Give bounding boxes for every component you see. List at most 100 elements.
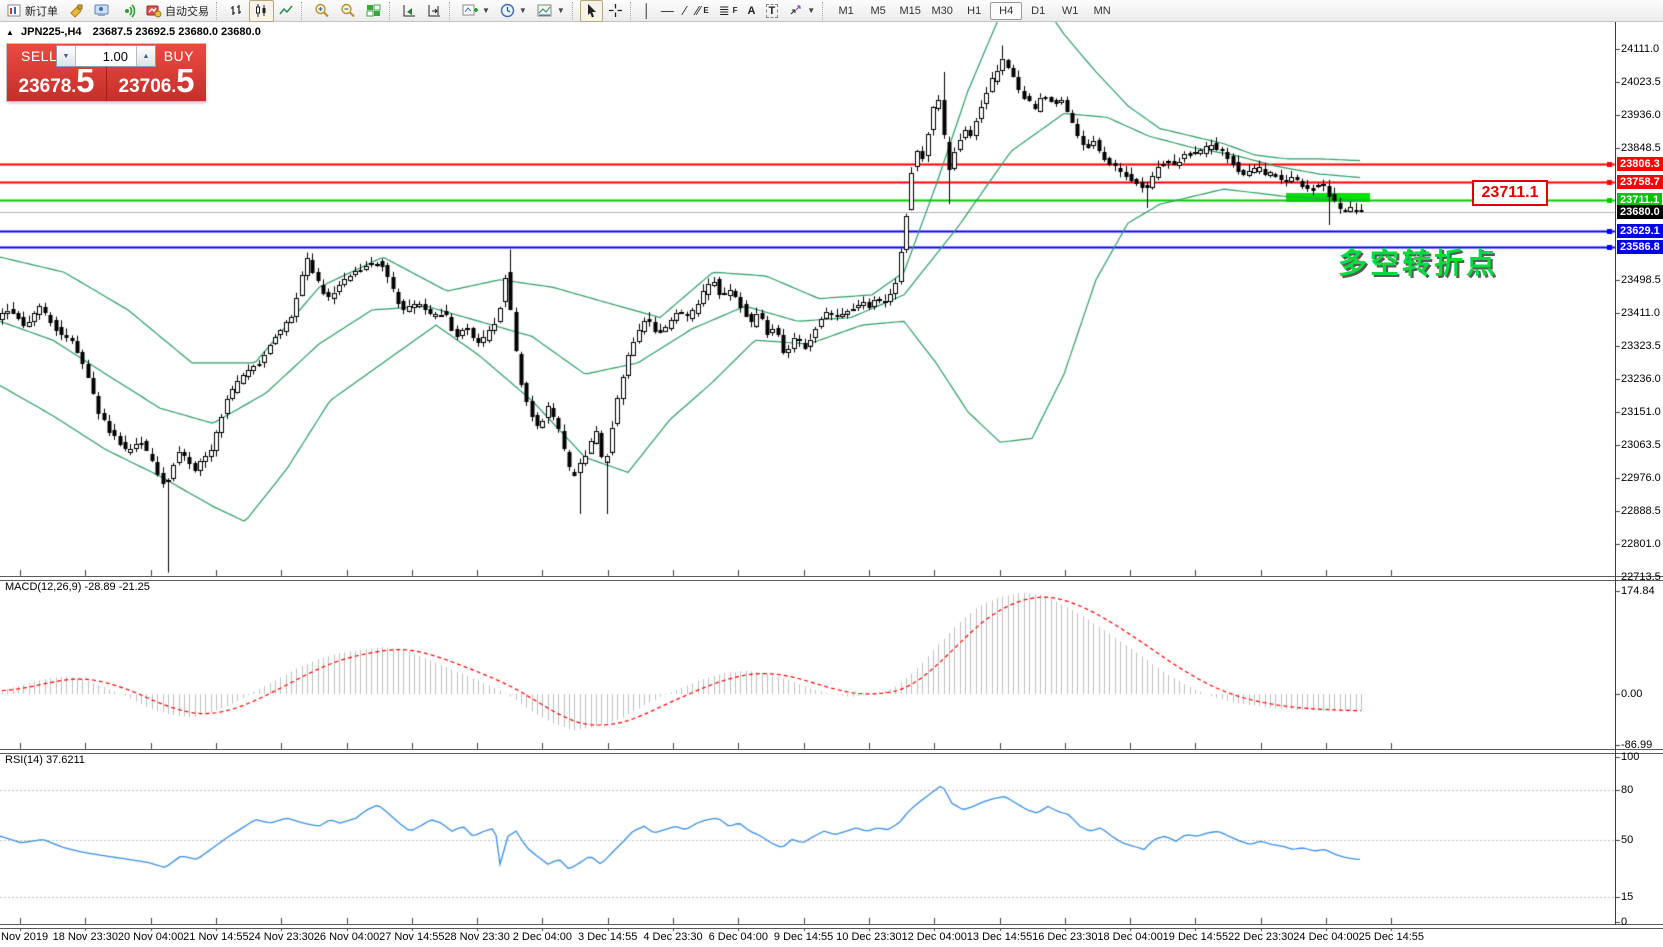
- toolbar: 新订单 自动交易: [0, 0, 1663, 22]
- price-tag: 23758.7: [1617, 175, 1663, 189]
- volume-input[interactable]: 1.00: [102, 48, 128, 64]
- toolbar-separator: [389, 1, 395, 20]
- timeframe-button-M1[interactable]: M1: [838, 4, 854, 17]
- signal-button[interactable]: [115, 0, 141, 22]
- chevron-down-icon: ▼: [556, 6, 565, 15]
- arrows-button[interactable]: ▼: [783, 0, 820, 22]
- horizontal-line-button[interactable]: —: [656, 0, 679, 22]
- price-tag: 23711.1: [1617, 192, 1663, 207]
- y-axis-label: 22713.5: [1621, 570, 1661, 583]
- macd-axis-label: 174.84: [1621, 585, 1655, 598]
- chart-shift-button[interactable]: [422, 0, 447, 22]
- rsi-axis-label: 0: [1621, 916, 1628, 928]
- indicators-button[interactable]: ▼: [457, 0, 495, 22]
- rsi-axis-label: 50: [1621, 833, 1634, 846]
- vertical-line-button[interactable]: │: [638, 0, 656, 22]
- date-label: 22 Dec 23:30: [1227, 931, 1294, 943]
- macd-axis-label: 0.00: [1621, 688, 1643, 700]
- chevron-down-icon: ▼: [482, 6, 490, 15]
- date-label: 26 Nov 04:00: [313, 931, 380, 943]
- buy-price: 23706. 5: [107, 64, 206, 98]
- tile-windows-button[interactable]: [361, 0, 387, 22]
- y-axis-label: 24111.0: [1621, 42, 1660, 55]
- candlestick-icon: [254, 3, 269, 18]
- periods-button[interactable]: ▼: [495, 0, 532, 22]
- templates-button[interactable]: ▼: [532, 0, 570, 22]
- toolbar-separator: [571, 1, 578, 20]
- new-order-button[interactable]: 新订单: [2, 0, 63, 22]
- buy-price-main: 23706: [118, 76, 172, 97]
- pane-splitter-dates: [0, 924, 1663, 929]
- tile-windows-icon: [366, 3, 382, 18]
- date-label: 28 Nov 23:30: [444, 931, 510, 943]
- y-axis-label: 23936.0: [1621, 109, 1661, 122]
- auto-trading-label: 自动交易: [165, 5, 209, 18]
- crosshair-button[interactable]: [603, 0, 628, 22]
- zoom-out-icon: [340, 3, 356, 18]
- fibonacci-icon: ≣: [718, 3, 730, 18]
- price-tag: 23629.1: [1617, 223, 1663, 238]
- terminal-user-icon: [94, 3, 110, 18]
- date-label: 2 Dec 04:00: [512, 931, 573, 943]
- text-tool-button[interactable]: A: [743, 0, 761, 22]
- timeframe-button-D1[interactable]: D1: [1031, 4, 1046, 17]
- y-axis-label: 23323.5: [1621, 340, 1661, 353]
- date-label: 18 Dec 04:00: [1097, 931, 1163, 943]
- zoom-out-button[interactable]: [335, 0, 361, 22]
- toolbar-separator: [822, 1, 828, 20]
- timeframe-button-W1[interactable]: W1: [1061, 4, 1079, 17]
- date-label: 5 Nov 2019: [0, 931, 49, 943]
- date-label: 9 Dec 14:55: [773, 931, 834, 943]
- toolbar-separator: [216, 1, 222, 20]
- y-axis-label: 23236.0: [1621, 373, 1661, 386]
- zoom-in-button[interactable]: [309, 0, 335, 22]
- line-chart-button[interactable]: [274, 0, 299, 22]
- price-annotation-box[interactable]: 23711.1: [1472, 180, 1548, 206]
- timeframe-button-M15[interactable]: M15: [899, 4, 921, 17]
- timeframe-button-H4[interactable]: H4: [990, 1, 1023, 20]
- line-chart-icon: [279, 3, 294, 18]
- trendline-button[interactable]: ∕: [679, 0, 691, 22]
- hammer-icon: [68, 3, 84, 18]
- sell-price-frac: 5: [76, 62, 95, 99]
- rsi-axis-label: 100: [1621, 751, 1640, 763]
- equidistant-channel-button[interactable]: ∕∕ E: [691, 0, 714, 22]
- price-tag: 23806.3: [1617, 157, 1663, 172]
- date-label: 20 Nov 04:00: [117, 931, 184, 943]
- chart-title: ▲ JPN225-,H4 23687.5 23692.5 23680.0 236…: [6, 26, 261, 38]
- label-tool-icon: T: [765, 3, 779, 18]
- sell-price-dot: .: [71, 77, 77, 96]
- volume-decrease-button[interactable]: ▼: [57, 46, 76, 66]
- auto-scroll-button[interactable]: [397, 0, 422, 22]
- fibonacci-button[interactable]: ≣ F: [714, 0, 743, 22]
- toolbar-separator: [629, 1, 636, 20]
- signal-icon: [120, 3, 136, 18]
- tools-button[interactable]: [63, 0, 89, 22]
- timeframe-button-MN[interactable]: MN: [1093, 4, 1111, 17]
- collapse-panel-arrow-icon[interactable]: ▲: [6, 28, 14, 37]
- market-watch-button[interactable]: [89, 0, 115, 22]
- pane-splitter-macd[interactable]: [0, 576, 1663, 581]
- date-label: 12 Dec 04:00: [901, 931, 967, 943]
- rsi-axis-label: 80: [1621, 784, 1634, 796]
- rsi-axis-label: 15: [1621, 891, 1634, 904]
- toolbar-separator: [449, 1, 455, 20]
- cursor-icon: [585, 3, 598, 18]
- pane-splitter-rsi[interactable]: [0, 749, 1663, 754]
- toolbar-separator: [301, 1, 307, 20]
- volume-increase-button[interactable]: ▲: [136, 46, 155, 66]
- timeframe-button-H1[interactable]: H1: [967, 4, 982, 17]
- sell-label: SELL: [21, 48, 58, 64]
- label-tool-button[interactable]: T: [761, 0, 784, 22]
- symbol-period-label: JPN225-,H4: [20, 26, 82, 38]
- timeframe-bar: M1 M5 M15 M30 H1 H4 D1 W1 MN: [830, 1, 1118, 20]
- bar-chart-button[interactable]: [224, 0, 249, 22]
- auto-trading-button[interactable]: 自动交易: [141, 0, 214, 22]
- crosshair-icon: [608, 3, 623, 18]
- timeframe-button-M5[interactable]: M5: [870, 4, 886, 17]
- date-label: 25 Dec 14:55: [1358, 931, 1425, 943]
- cursor-button[interactable]: [579, 0, 603, 22]
- candlestick-chart-button[interactable]: [249, 0, 274, 22]
- timeframe-button-M30[interactable]: M30: [931, 4, 953, 17]
